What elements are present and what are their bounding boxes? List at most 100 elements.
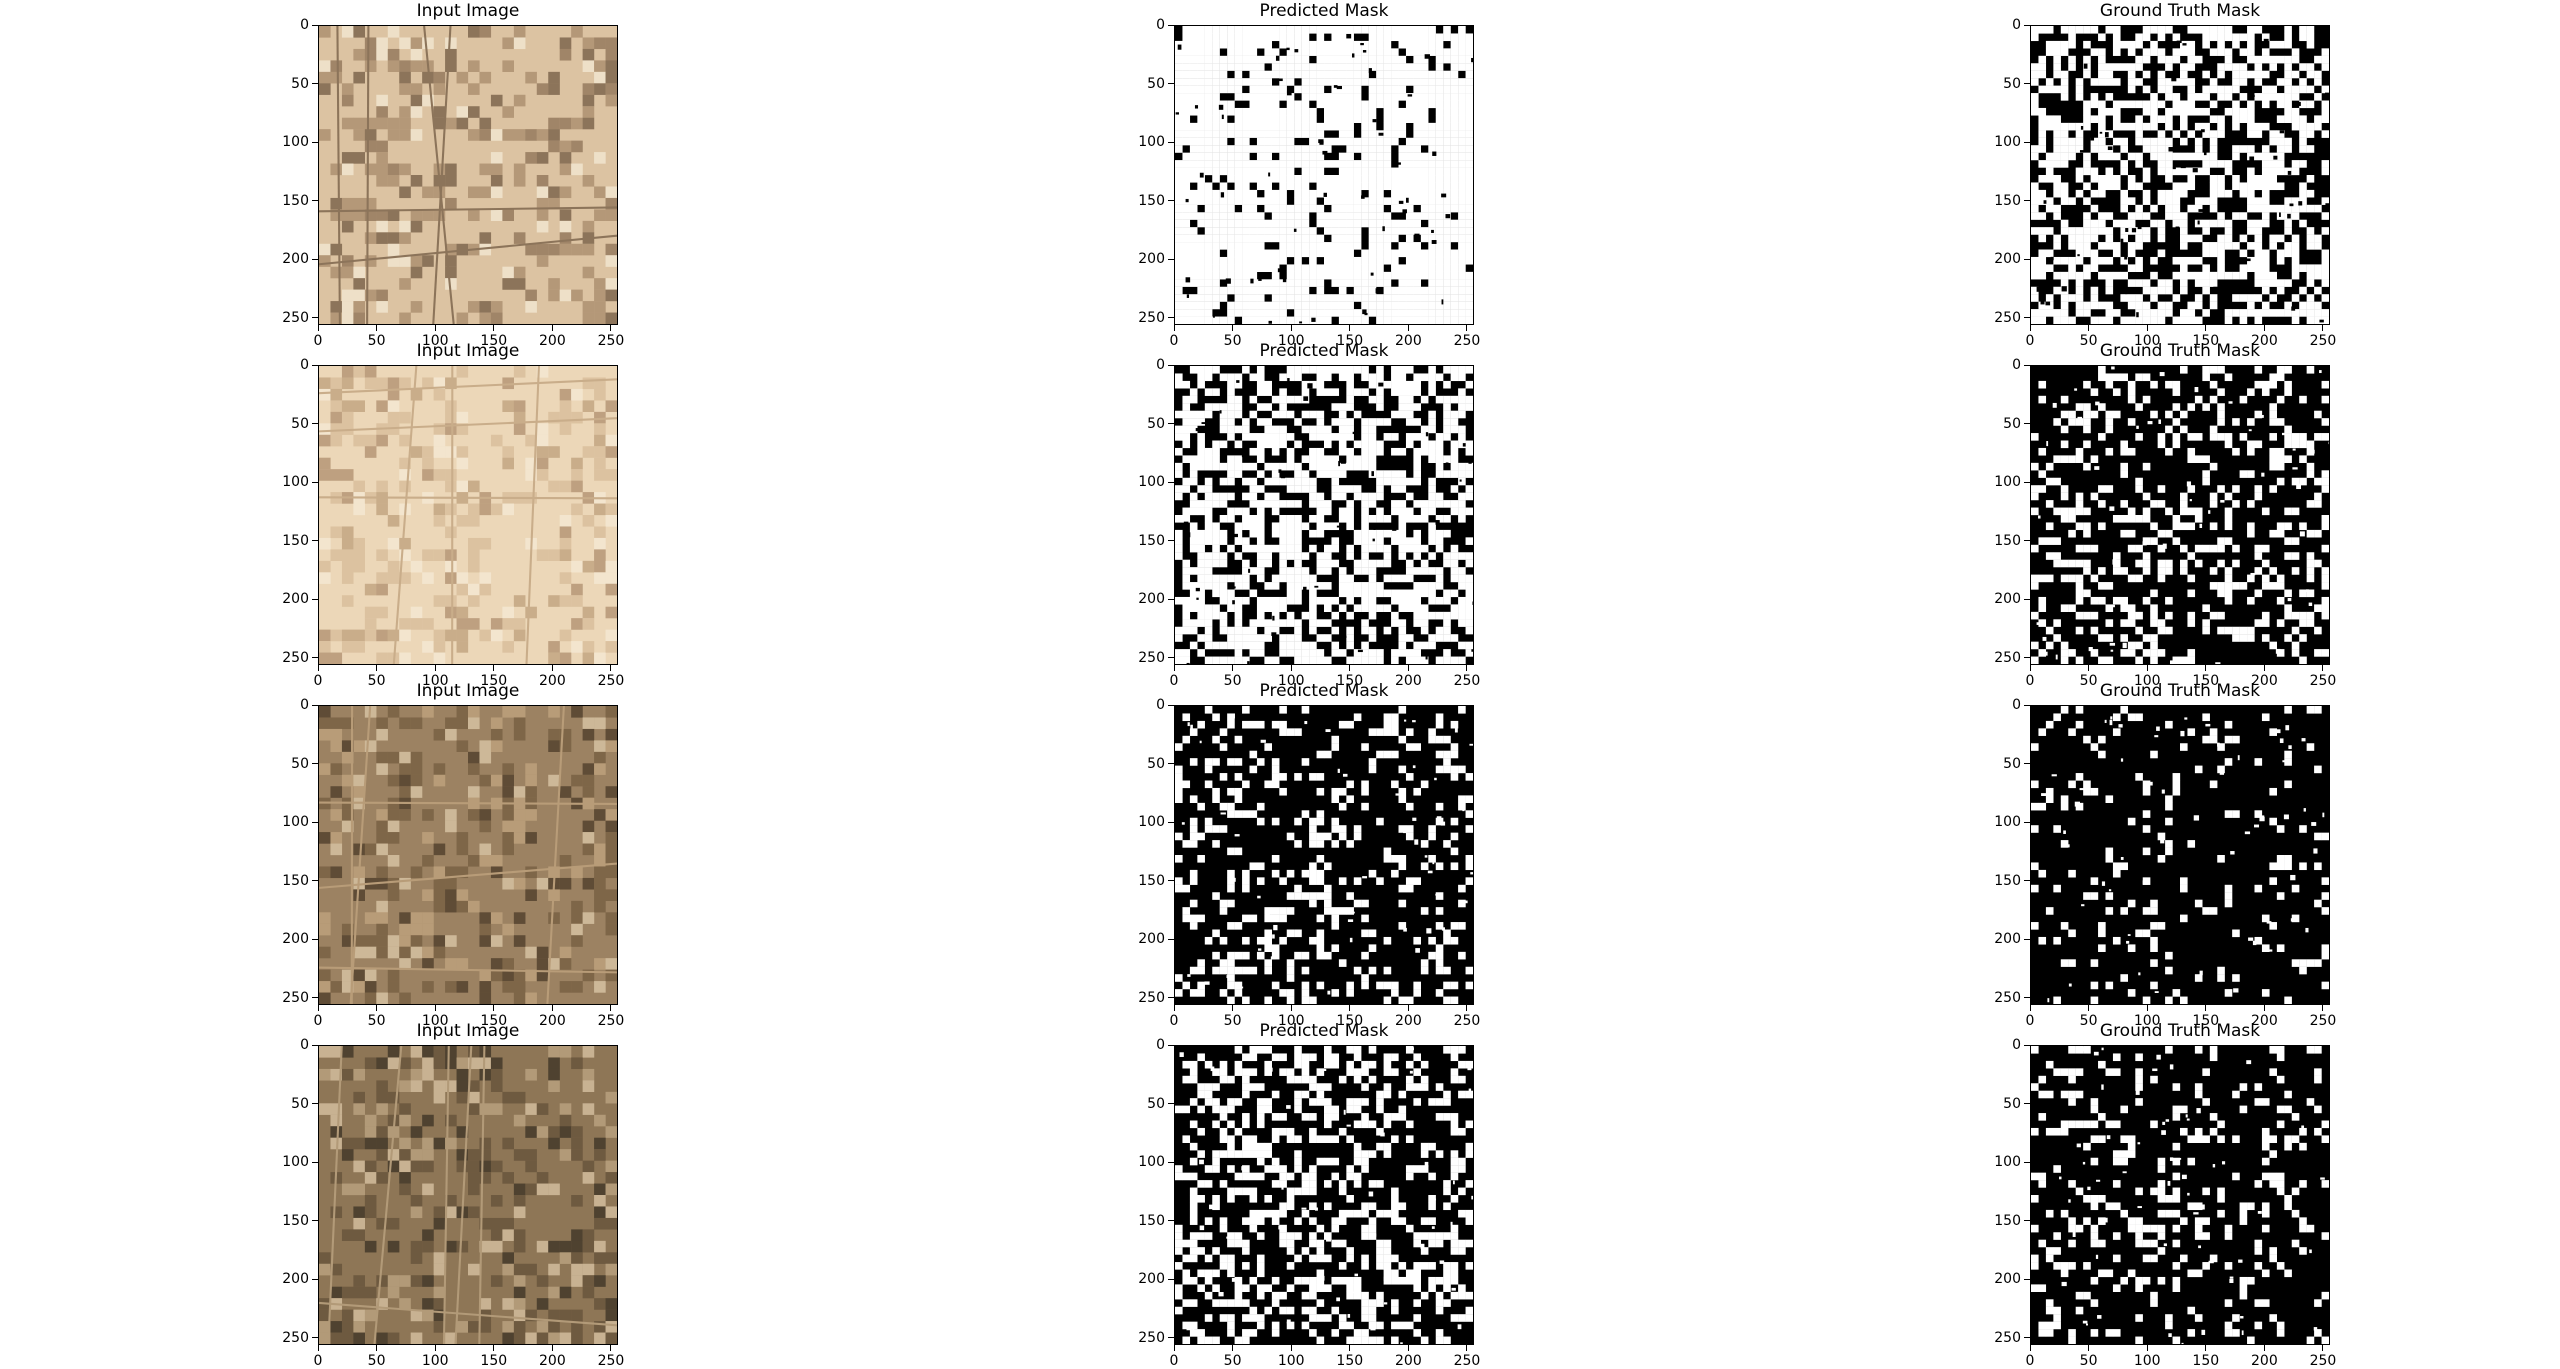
y-tick-label: 50 bbox=[1134, 417, 1165, 431]
y-tick-label: 50 bbox=[278, 417, 309, 431]
y-tick-mark bbox=[2024, 365, 2030, 366]
y-tick-mark bbox=[2024, 142, 2030, 143]
y-tick-label: 0 bbox=[1134, 358, 1165, 372]
y-tick-mark bbox=[312, 423, 318, 424]
y-tick-mark bbox=[312, 142, 318, 143]
x-tick-mark bbox=[552, 665, 553, 671]
x-tick-label: 150 bbox=[1330, 1354, 1370, 1368]
y-tick-label: 0 bbox=[1990, 18, 2021, 32]
x-tick-mark bbox=[1291, 325, 1292, 331]
x-tick-mark bbox=[318, 1345, 319, 1351]
x-tick-mark bbox=[493, 665, 494, 671]
y-tick-mark bbox=[312, 365, 318, 366]
subplot-title: Input Image bbox=[318, 1, 618, 21]
y-tick-mark bbox=[2024, 997, 2030, 998]
y-tick-mark bbox=[2024, 763, 2030, 764]
mask-image bbox=[1174, 705, 1474, 1005]
subplot-title: Input Image bbox=[318, 341, 618, 361]
y-tick-label: 50 bbox=[1134, 1097, 1165, 1111]
y-tick-label: 0 bbox=[1990, 358, 2021, 372]
y-tick-mark bbox=[312, 939, 318, 940]
y-tick-label: 150 bbox=[1134, 874, 1165, 888]
subplot-title: Input Image bbox=[318, 1021, 618, 1041]
y-tick-mark bbox=[2024, 317, 2030, 318]
y-tick-label: 250 bbox=[1990, 651, 2021, 665]
y-tick-label: 150 bbox=[1990, 874, 2021, 888]
x-tick-mark bbox=[1349, 665, 1350, 671]
y-tick-label: 150 bbox=[278, 874, 309, 888]
x-tick-mark bbox=[1466, 1345, 1467, 1351]
y-tick-label: 50 bbox=[1134, 757, 1165, 771]
y-tick-label: 100 bbox=[278, 475, 309, 489]
x-tick-mark bbox=[2205, 1005, 2206, 1011]
x-tick-mark bbox=[1232, 665, 1233, 671]
y-tick-mark bbox=[1168, 142, 1174, 143]
y-tick-mark bbox=[1168, 259, 1174, 260]
y-tick-label: 250 bbox=[1134, 1331, 1165, 1345]
x-tick-mark bbox=[2322, 1005, 2323, 1011]
y-tick-label: 100 bbox=[1134, 815, 1165, 829]
y-tick-mark bbox=[1168, 939, 1174, 940]
x-tick-mark bbox=[2088, 665, 2089, 671]
x-tick-label: 200 bbox=[1388, 1354, 1428, 1368]
y-tick-mark bbox=[2024, 1337, 2030, 1338]
y-tick-label: 50 bbox=[1134, 77, 1165, 91]
y-tick-label: 200 bbox=[1990, 1272, 2021, 1286]
y-tick-label: 50 bbox=[1990, 77, 2021, 91]
y-tick-label: 200 bbox=[278, 592, 309, 606]
y-tick-mark bbox=[1168, 365, 1174, 366]
y-tick-label: 200 bbox=[1134, 1272, 1165, 1286]
y-tick-label: 150 bbox=[1134, 194, 1165, 208]
subplot-title: Ground Truth Mask bbox=[2030, 341, 2330, 361]
x-tick-label: 150 bbox=[474, 1354, 514, 1368]
y-tick-mark bbox=[312, 482, 318, 483]
y-tick-label: 200 bbox=[1990, 932, 2021, 946]
y-tick-mark bbox=[312, 763, 318, 764]
y-tick-label: 0 bbox=[1134, 698, 1165, 712]
subplot-title: Input Image bbox=[318, 681, 618, 701]
y-tick-label: 200 bbox=[1134, 252, 1165, 266]
x-tick-label: 0 bbox=[1154, 1354, 1194, 1368]
y-tick-label: 250 bbox=[1134, 311, 1165, 325]
y-tick-mark bbox=[2024, 939, 2030, 940]
x-tick-mark bbox=[1174, 1005, 1175, 1011]
y-tick-label: 0 bbox=[278, 358, 309, 372]
y-tick-label: 250 bbox=[278, 651, 309, 665]
y-tick-mark bbox=[312, 317, 318, 318]
x-tick-mark bbox=[1232, 325, 1233, 331]
x-tick-mark bbox=[2147, 1005, 2148, 1011]
x-tick-mark bbox=[376, 1345, 377, 1351]
x-tick-mark bbox=[1349, 325, 1350, 331]
x-tick-mark bbox=[493, 325, 494, 331]
y-tick-label: 250 bbox=[1134, 651, 1165, 665]
y-tick-mark bbox=[312, 1103, 318, 1104]
x-tick-mark bbox=[2088, 1005, 2089, 1011]
x-tick-mark bbox=[1232, 1005, 1233, 1011]
y-tick-mark bbox=[2024, 259, 2030, 260]
y-tick-mark bbox=[2024, 540, 2030, 541]
y-tick-label: 200 bbox=[1990, 592, 2021, 606]
y-tick-mark bbox=[312, 200, 318, 201]
y-tick-label: 50 bbox=[278, 77, 309, 91]
y-tick-mark bbox=[312, 1220, 318, 1221]
y-tick-mark bbox=[312, 599, 318, 600]
y-tick-label: 100 bbox=[1990, 1155, 2021, 1169]
x-tick-mark bbox=[1291, 1005, 1292, 1011]
subplot-title: Ground Truth Mask bbox=[2030, 681, 2330, 701]
y-tick-mark bbox=[1168, 599, 1174, 600]
y-tick-label: 50 bbox=[1990, 1097, 2021, 1111]
x-tick-mark bbox=[552, 1345, 553, 1351]
x-tick-mark bbox=[2088, 325, 2089, 331]
y-tick-label: 250 bbox=[1990, 991, 2021, 1005]
y-tick-mark bbox=[2024, 200, 2030, 201]
y-tick-label: 0 bbox=[1134, 1038, 1165, 1052]
y-tick-label: 100 bbox=[278, 1155, 309, 1169]
subplot-title: Predicted Mask bbox=[1174, 1021, 1474, 1041]
x-tick-mark bbox=[2030, 325, 2031, 331]
y-tick-mark bbox=[2024, 1162, 2030, 1163]
y-tick-mark bbox=[2024, 1220, 2030, 1221]
y-tick-label: 200 bbox=[278, 252, 309, 266]
x-tick-label: 250 bbox=[591, 1354, 631, 1368]
y-tick-label: 200 bbox=[278, 1272, 309, 1286]
y-tick-label: 150 bbox=[1134, 1214, 1165, 1228]
